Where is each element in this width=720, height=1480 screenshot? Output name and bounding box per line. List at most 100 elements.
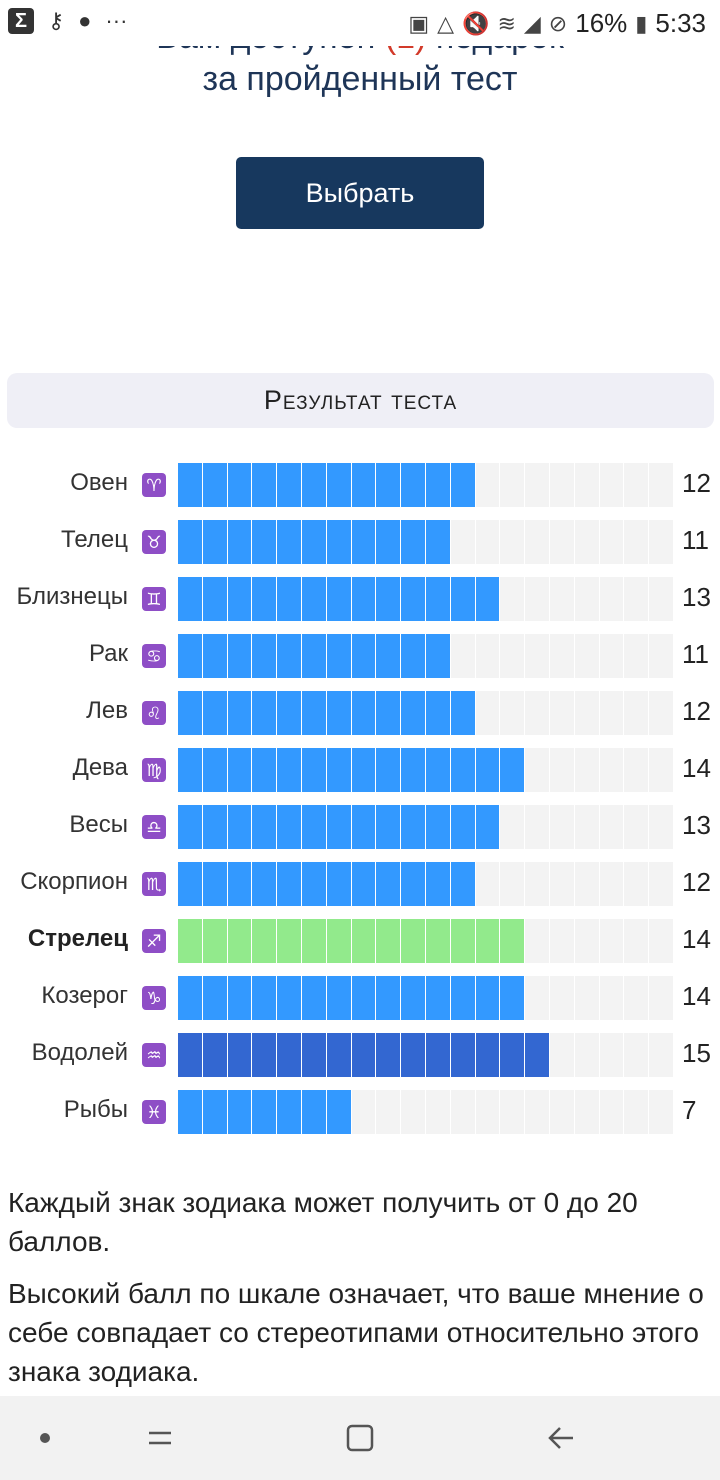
bar-segment-filled (401, 520, 425, 564)
battery-percent: 16% (575, 8, 628, 38)
lock-icon: ▣ (408, 10, 430, 36)
bar-segment-empty (549, 463, 574, 507)
bar-segment-empty (425, 1090, 450, 1134)
bar-segment-filled (202, 691, 227, 735)
bar-segment-filled (500, 1033, 525, 1077)
navigation-bar (0, 1396, 720, 1480)
bar-segment-filled (227, 520, 252, 564)
bar-segment-empty (624, 976, 649, 1020)
bar-segment-empty (574, 1090, 599, 1134)
bar-segment-empty (574, 919, 599, 963)
category-label: Овен (70, 469, 128, 496)
bar-segment-filled (178, 1090, 202, 1134)
bar-segment-empty (475, 520, 500, 564)
bar-segment-empty (549, 862, 574, 906)
do-not-disturb-icon: ⊘ (548, 10, 568, 36)
bar-segment-empty (450, 634, 475, 678)
bar-segment-empty (525, 805, 549, 849)
bar-track (178, 976, 673, 1020)
bar-segment-filled (202, 805, 227, 849)
bar-segment-filled (301, 805, 326, 849)
bar-segment-filled (252, 520, 277, 564)
bar-segment-filled (475, 1033, 500, 1077)
bar-segment-empty (574, 1033, 599, 1077)
bar-track (178, 520, 673, 564)
bar-segment-filled (425, 976, 450, 1020)
bar-segment-filled (301, 520, 326, 564)
bar-segment-empty (549, 634, 574, 678)
bar-segment-empty (624, 748, 649, 792)
zodiac-sign-icon: ♑ (142, 986, 166, 1010)
bar-segment-filled (178, 463, 202, 507)
bar-segment-empty (475, 691, 500, 735)
bar-segment-filled (326, 634, 351, 678)
bar-segment-filled (376, 691, 401, 735)
bar-segment-filled (202, 919, 227, 963)
bar-segment-empty (500, 463, 525, 507)
bar-segment-filled (202, 1033, 227, 1077)
score-value: 14 (682, 924, 711, 954)
choose-gift-button[interactable]: Выбрать (236, 157, 484, 229)
bar-segment-filled (252, 919, 277, 963)
bar-segment-filled (301, 691, 326, 735)
bar-segment-filled (475, 976, 500, 1020)
bar-segment-empty (624, 919, 649, 963)
chat-icon: ● (78, 8, 92, 33)
bar-segment-filled (178, 691, 202, 735)
bar-segment-empty (574, 463, 599, 507)
bar-segment-filled (252, 577, 277, 621)
bar-segment-empty (500, 862, 525, 906)
bar-segment-empty (649, 1033, 673, 1077)
description-meaning: Высокий балл по шкале означает, что ваше… (8, 1278, 704, 1387)
bar-segment-filled (351, 748, 376, 792)
bar-segment-empty (649, 520, 673, 564)
bar-segment-filled (301, 577, 326, 621)
bar-segment-empty (599, 919, 624, 963)
bar-segment-empty (599, 577, 624, 621)
nav-dot-button[interactable] (20, 1396, 70, 1480)
bar-segment-filled (500, 976, 525, 1020)
bar-segment-empty (649, 976, 673, 1020)
bar-segment-filled (178, 520, 202, 564)
bar-segment-filled (450, 691, 475, 735)
score-value: 12 (682, 468, 711, 498)
bar-segment-empty (475, 862, 500, 906)
score-value: 12 (682, 867, 711, 897)
bar-segment-filled (351, 862, 376, 906)
score-value: 11 (682, 525, 709, 555)
bar-segment-filled (301, 1090, 326, 1134)
bar-segment-filled (450, 748, 475, 792)
bar-segment-filled (178, 862, 202, 906)
bar-segment-empty (574, 634, 599, 678)
bar-segment-empty (599, 805, 624, 849)
bar-segment-empty (574, 862, 599, 906)
bar-segment-empty (574, 976, 599, 1020)
bar-segment-filled (326, 1033, 351, 1077)
bar-segment-filled (326, 919, 351, 963)
bar-segment-filled (252, 634, 277, 678)
bar-segment-empty (525, 691, 549, 735)
zodiac-sign-icon: ♒ (142, 1043, 166, 1067)
bar-segment-filled (227, 691, 252, 735)
bar-segment-empty (401, 1090, 425, 1134)
bar-segment-empty (649, 805, 673, 849)
battery-icon: ▮ (635, 10, 648, 36)
bar-segment-filled (401, 805, 425, 849)
bar-segment-filled (252, 976, 277, 1020)
bar-segment-empty (475, 634, 500, 678)
bar-segment-filled (425, 634, 450, 678)
bar-segment-filled (301, 919, 326, 963)
category-label: Рак (88, 640, 128, 667)
bar-segment-filled (301, 976, 326, 1020)
back-button[interactable] (532, 1396, 592, 1480)
home-button[interactable] (330, 1396, 390, 1480)
bar-track (178, 577, 673, 621)
bar-segment-filled (202, 976, 227, 1020)
zodiac-sign-icon: ♋ (142, 644, 166, 668)
bar-segment-filled (401, 1033, 425, 1077)
bar-segment-empty (649, 577, 673, 621)
bar-segment-filled (202, 748, 227, 792)
bar-segment-empty (549, 919, 574, 963)
bar-track (178, 805, 673, 849)
recent-apps-button[interactable] (130, 1396, 190, 1480)
